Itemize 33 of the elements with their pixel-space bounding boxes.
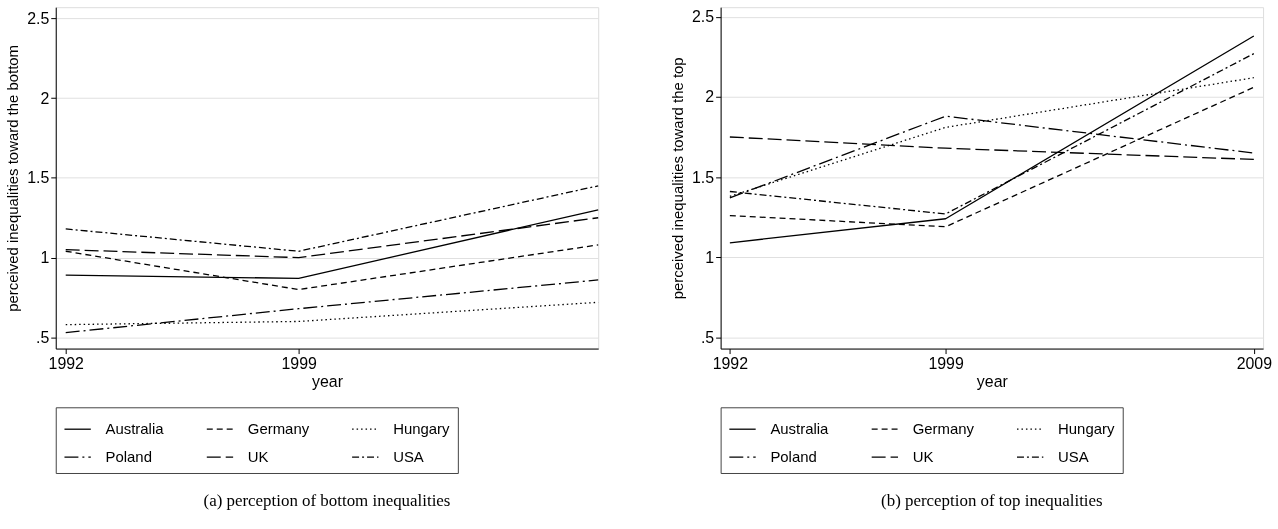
x-axis-title: year [311, 372, 344, 390]
legend-label: Germany [247, 420, 310, 438]
legend-label: Poland [770, 448, 817, 466]
y-tick-label: 2 [705, 88, 715, 106]
y-tick-label: 2.5 [692, 8, 715, 26]
y-axis-title: perceived inequalities toward the top [669, 57, 687, 300]
legend-label: Hungary [393, 420, 451, 438]
y-tick-label: .5 [36, 328, 50, 346]
y-tick-label: 1 [705, 248, 715, 266]
text: (a) perception of bottom inequalities [203, 491, 451, 511]
y-tick-label: 1 [40, 249, 50, 267]
y-tick-label: 2 [40, 89, 50, 107]
legend-label: Hungary [1058, 420, 1115, 438]
y-tick-label: 1.5 [27, 169, 50, 187]
legend-label: UK [247, 448, 269, 466]
legend-label: USA [1058, 448, 1089, 466]
legend-label: UK [912, 448, 934, 466]
legend-label: Australia [105, 420, 165, 438]
x-axis-title: year [976, 372, 1009, 390]
legend-label: Poland [105, 448, 152, 466]
legend-label: Germany [912, 420, 975, 438]
x-tick-label: 1999 [281, 354, 318, 372]
x-tick-label: 1999 [928, 354, 964, 372]
x-tick-label: 1992 [712, 354, 749, 372]
y-tick-label: 2.5 [27, 9, 50, 27]
legend-label: USA [393, 448, 424, 466]
y-tick-label: 1.5 [692, 168, 715, 186]
y-tick-label: .5 [700, 328, 715, 346]
text: (b) perception of top inequalities [881, 491, 1103, 511]
legend-label: Australia [770, 420, 830, 438]
y-axis-title: perceived inequalities toward the bottom [4, 44, 22, 312]
x-tick-label: 1992 [48, 354, 85, 372]
x-tick-label: 2009 [1236, 354, 1273, 372]
